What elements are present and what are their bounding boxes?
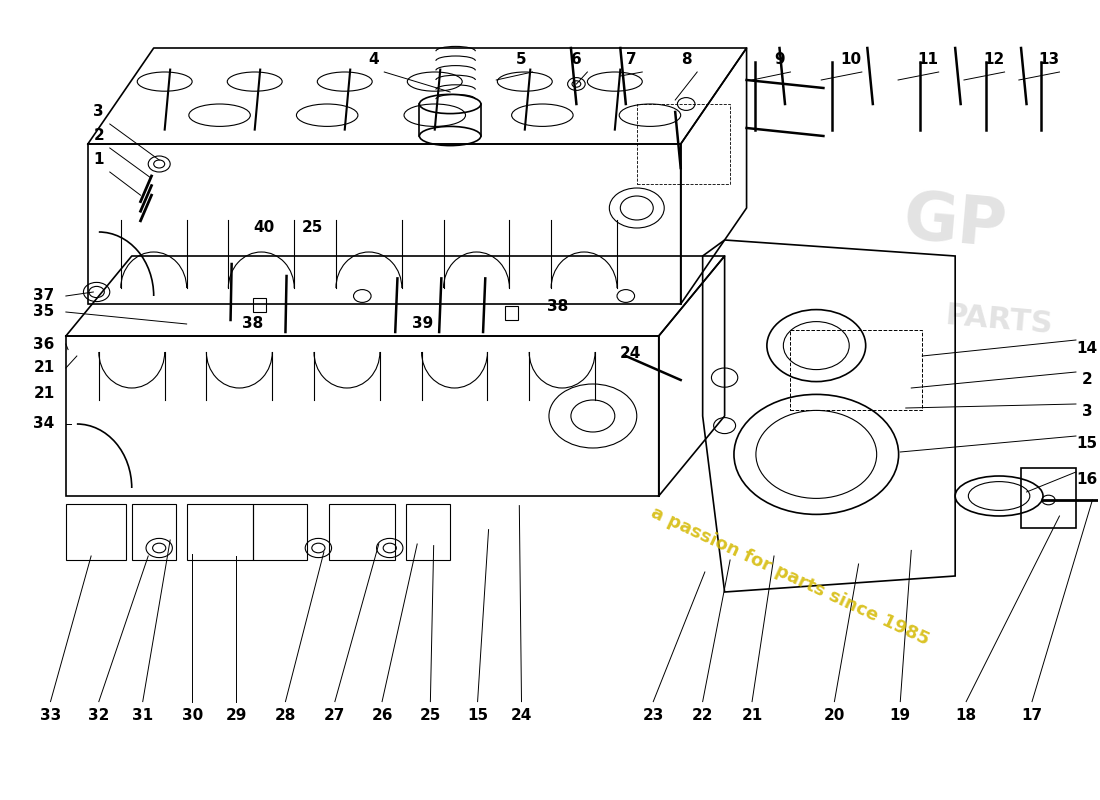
Text: 21: 21 <box>33 361 55 375</box>
Text: 12: 12 <box>983 53 1004 67</box>
Text: 26: 26 <box>372 709 393 723</box>
Bar <box>1021 468 1076 528</box>
Text: 24: 24 <box>619 346 641 361</box>
Bar <box>791 330 922 410</box>
Bar <box>505 306 518 320</box>
Text: 39: 39 <box>412 317 433 331</box>
Text: 1: 1 <box>94 153 104 167</box>
Text: GP: GP <box>901 186 1010 262</box>
Text: 17: 17 <box>1022 709 1043 723</box>
Text: 31: 31 <box>132 709 153 723</box>
Text: 19: 19 <box>890 709 911 723</box>
Text: 14: 14 <box>1077 341 1098 355</box>
Text: 8: 8 <box>681 53 692 67</box>
Text: 18: 18 <box>956 709 977 723</box>
Text: 22: 22 <box>692 709 714 723</box>
Bar <box>406 504 450 560</box>
Text: 3: 3 <box>94 105 104 119</box>
Text: 2: 2 <box>1081 373 1092 387</box>
Bar <box>253 298 266 312</box>
Text: 30: 30 <box>182 709 202 723</box>
Text: 29: 29 <box>226 709 246 723</box>
Text: 7: 7 <box>626 53 637 67</box>
Text: 34: 34 <box>33 417 55 431</box>
Text: 15: 15 <box>468 709 488 723</box>
Text: 16: 16 <box>1076 473 1098 487</box>
Text: 40: 40 <box>253 221 274 235</box>
Text: 23: 23 <box>642 709 664 723</box>
Text: PARTS: PARTS <box>944 301 1054 339</box>
Text: 2: 2 <box>94 129 104 143</box>
Text: 28: 28 <box>275 709 296 723</box>
Bar <box>66 336 659 496</box>
Bar <box>187 504 253 560</box>
Text: 37: 37 <box>33 289 55 303</box>
Text: 27: 27 <box>324 709 345 723</box>
Bar <box>637 104 730 184</box>
Text: 38: 38 <box>547 299 569 314</box>
Text: 38: 38 <box>242 317 263 331</box>
Text: 20: 20 <box>824 709 845 723</box>
Text: 11: 11 <box>917 53 938 67</box>
Text: 36: 36 <box>33 337 55 351</box>
Text: 5: 5 <box>516 53 527 67</box>
Text: 32: 32 <box>88 709 110 723</box>
Text: 25: 25 <box>420 709 441 723</box>
Text: 21: 21 <box>741 709 762 723</box>
Text: 3: 3 <box>1081 405 1092 419</box>
Text: 15: 15 <box>1077 437 1098 451</box>
Text: 10: 10 <box>840 53 861 67</box>
Text: 4: 4 <box>368 53 378 67</box>
Text: 13: 13 <box>1038 53 1059 67</box>
Text: 9: 9 <box>774 53 784 67</box>
Text: 35: 35 <box>33 305 55 319</box>
Text: 6: 6 <box>571 53 582 67</box>
Bar <box>253 504 307 560</box>
Bar <box>329 504 395 560</box>
Text: 21: 21 <box>33 386 55 401</box>
Bar <box>132 504 176 560</box>
Text: 25: 25 <box>302 221 323 235</box>
Text: 33: 33 <box>40 709 62 723</box>
Text: 24: 24 <box>510 709 532 723</box>
Bar <box>66 504 126 560</box>
Bar <box>88 144 681 304</box>
Text: a passion for parts since 1985: a passion for parts since 1985 <box>649 503 933 649</box>
